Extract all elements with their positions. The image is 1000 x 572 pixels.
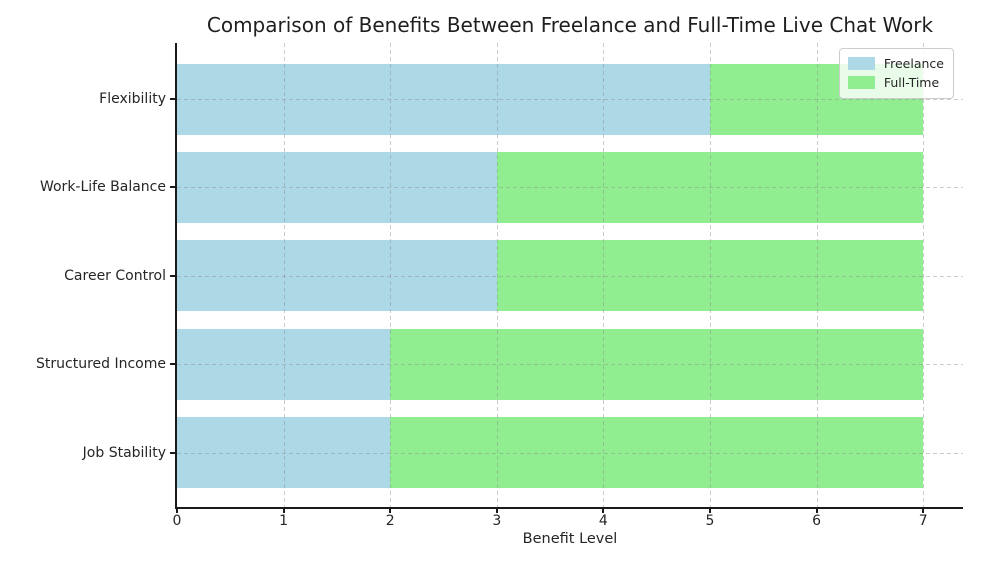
bar-segment-freelance bbox=[177, 240, 497, 312]
x-tick-mark bbox=[389, 507, 392, 513]
x-tick-mark bbox=[176, 507, 178, 513]
legend: Freelance Full-Time bbox=[838, 48, 954, 99]
x-tick-label: 2 bbox=[385, 513, 395, 529]
x-tick-label: 6 bbox=[812, 513, 822, 529]
bar-segment-freelance bbox=[177, 328, 391, 400]
y-tick-mark bbox=[170, 451, 177, 454]
x-tick-label: 4 bbox=[598, 513, 608, 529]
gridline-horizontal bbox=[177, 364, 963, 366]
bar-segment-full-time bbox=[390, 328, 924, 400]
y-axis-label: Job Stability bbox=[82, 444, 166, 461]
bar-segment-freelance bbox=[177, 63, 710, 135]
bar-segment-full-time bbox=[496, 151, 924, 223]
x-tick-label: 5 bbox=[705, 513, 715, 529]
legend-entry: Full-Time bbox=[847, 73, 944, 92]
x-tick-mark bbox=[495, 507, 498, 513]
gridline-vertical bbox=[390, 43, 392, 507]
gridline-horizontal bbox=[177, 452, 963, 454]
gridline-vertical bbox=[816, 43, 818, 507]
y-tick-mark bbox=[170, 274, 177, 277]
x-tick-label: 1 bbox=[279, 513, 289, 529]
x-axis-spine bbox=[175, 507, 963, 509]
x-tick-mark bbox=[709, 507, 711, 513]
legend-swatch-icon bbox=[847, 76, 875, 89]
bar-segment-full-time bbox=[496, 240, 924, 312]
x-tick-label: 7 bbox=[918, 513, 928, 529]
gridline-vertical bbox=[283, 43, 285, 507]
gridline-horizontal bbox=[177, 187, 963, 189]
gridline-vertical bbox=[923, 43, 925, 507]
y-axis-label: Structured Income bbox=[36, 356, 166, 373]
legend-label: Freelance bbox=[883, 56, 944, 71]
gridline-horizontal bbox=[177, 275, 963, 277]
y-axis-spine bbox=[175, 43, 177, 509]
x-tick-label: 3 bbox=[492, 513, 502, 529]
y-axis-label: Work-Life Balance bbox=[39, 179, 166, 196]
bar-segment-freelance bbox=[177, 151, 497, 223]
gridline-vertical bbox=[496, 43, 498, 507]
y-axis-label: Career Control bbox=[64, 267, 166, 284]
gridline-vertical bbox=[710, 43, 711, 507]
x-tick-mark bbox=[922, 507, 925, 513]
y-axis-label: Flexibility bbox=[99, 91, 166, 107]
x-tick-mark bbox=[282, 507, 285, 513]
y-tick-mark bbox=[170, 363, 177, 366]
legend-swatch-icon bbox=[847, 57, 875, 70]
gridline-vertical bbox=[603, 43, 605, 507]
x-tick-mark bbox=[602, 507, 605, 513]
x-tick-mark bbox=[815, 507, 818, 513]
y-tick-mark bbox=[170, 186, 177, 189]
x-tick-label: 0 bbox=[172, 513, 182, 529]
bar-segment-full-time bbox=[390, 417, 924, 489]
legend-entry: Freelance bbox=[847, 54, 944, 73]
y-tick-mark bbox=[170, 98, 177, 100]
chart-title: Comparison of Benefits Between Freelance… bbox=[206, 13, 934, 37]
gridline-horizontal bbox=[177, 99, 963, 100]
legend-label: Full-Time bbox=[883, 75, 940, 90]
bar-segment-freelance bbox=[177, 417, 391, 489]
x-axis-title: Benefit Level bbox=[522, 531, 618, 547]
